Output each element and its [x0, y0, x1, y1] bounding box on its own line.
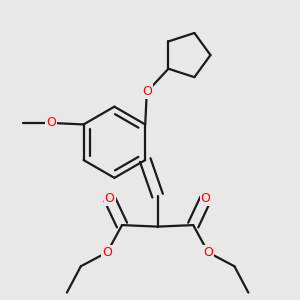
- Text: O: O: [142, 85, 152, 98]
- Text: O: O: [201, 192, 211, 205]
- Text: O: O: [102, 246, 112, 259]
- Text: O: O: [203, 246, 213, 259]
- Text: O: O: [46, 116, 56, 129]
- Text: O: O: [105, 192, 115, 205]
